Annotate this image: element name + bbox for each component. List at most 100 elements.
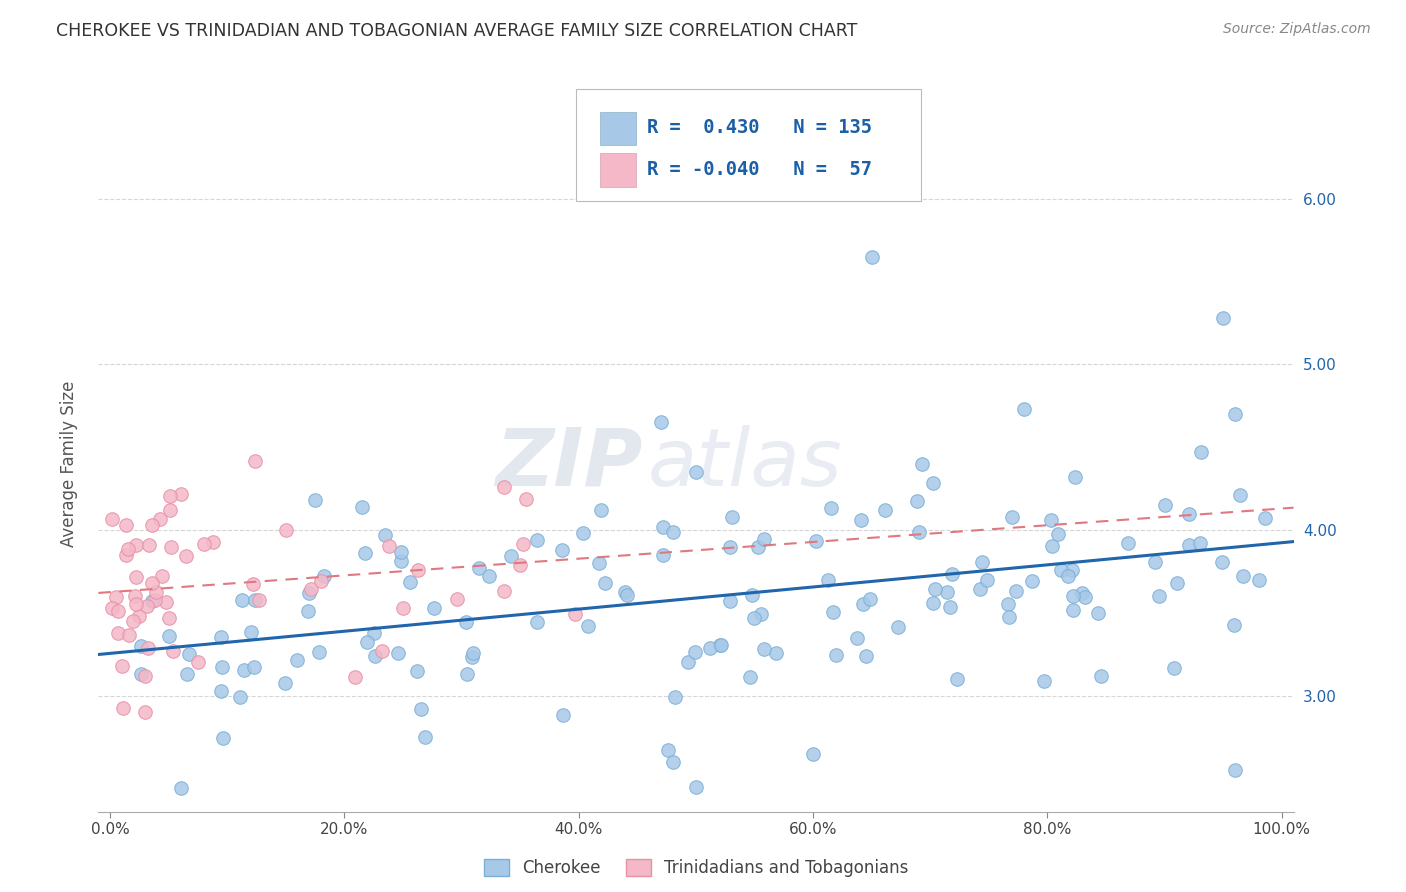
Point <box>741 588 763 602</box>
Point <box>145 584 167 599</box>
Point <box>170 487 193 501</box>
Point <box>941 566 963 581</box>
Point <box>297 604 319 618</box>
Point <box>1189 445 1212 459</box>
Point <box>526 615 548 629</box>
Point <box>155 594 177 608</box>
Point <box>157 611 180 625</box>
Point <box>134 705 156 719</box>
Point <box>1223 764 1246 778</box>
Point <box>911 457 934 471</box>
Point <box>1012 402 1035 417</box>
Point <box>138 538 160 552</box>
Point <box>399 574 422 589</box>
Point <box>718 594 741 608</box>
Point <box>754 532 776 546</box>
Point <box>157 629 180 643</box>
Point <box>1143 555 1166 569</box>
Point <box>378 539 401 553</box>
Text: R = -0.040   N =  57: R = -0.040 N = 57 <box>647 160 872 179</box>
Point <box>356 635 378 649</box>
Point <box>299 582 322 596</box>
Point <box>939 600 962 615</box>
Point <box>1223 407 1246 421</box>
Point <box>855 649 877 664</box>
Point <box>115 549 138 563</box>
Point <box>922 475 945 490</box>
Point <box>350 500 373 514</box>
Point <box>242 660 264 674</box>
Point <box>187 655 209 669</box>
Point <box>1249 573 1271 587</box>
Point <box>478 569 501 583</box>
Point <box>101 512 124 526</box>
Point <box>343 670 366 684</box>
Legend: Cherokee, Trinidadians and Tobagonians: Cherokee, Trinidadians and Tobagonians <box>477 852 915 883</box>
Point <box>117 542 139 557</box>
Point <box>107 603 129 617</box>
Point <box>1046 527 1069 541</box>
Text: Source: ZipAtlas.com: Source: ZipAtlas.com <box>1223 22 1371 37</box>
Point <box>709 638 731 652</box>
Point <box>229 690 252 705</box>
Point <box>211 660 233 674</box>
Point <box>664 690 686 705</box>
Point <box>231 592 253 607</box>
Point <box>1147 589 1170 603</box>
Point <box>685 465 707 479</box>
Point <box>363 625 385 640</box>
Text: atlas: atlas <box>648 425 844 503</box>
Point <box>738 670 761 684</box>
Point <box>274 675 297 690</box>
Point <box>1021 574 1043 589</box>
Point <box>593 576 616 591</box>
Point <box>846 631 869 645</box>
Point <box>374 528 396 542</box>
Point <box>509 558 531 572</box>
Point <box>564 607 586 621</box>
Point <box>160 540 183 554</box>
Point <box>387 646 409 660</box>
Point <box>128 609 150 624</box>
Point <box>1254 511 1277 525</box>
Point <box>936 585 959 599</box>
Point <box>652 520 675 534</box>
Point <box>852 598 875 612</box>
Point <box>526 533 548 547</box>
Y-axis label: Average Family Size: Average Family Size <box>59 381 77 547</box>
Point <box>492 480 515 494</box>
Point <box>651 548 673 562</box>
Point <box>111 701 134 715</box>
Point <box>588 556 610 570</box>
Point <box>1062 602 1084 616</box>
Point <box>174 549 197 564</box>
Point <box>312 568 335 582</box>
Point <box>997 610 1019 624</box>
Point <box>463 646 485 660</box>
Point <box>591 502 613 516</box>
Point <box>129 667 152 681</box>
Point <box>572 526 595 541</box>
Point <box>285 653 308 667</box>
Point <box>131 639 153 653</box>
Point <box>1153 498 1175 512</box>
Point <box>1116 535 1139 549</box>
Point <box>657 743 679 757</box>
Point <box>309 574 332 588</box>
Point <box>354 546 377 560</box>
Point <box>125 597 148 611</box>
Point <box>232 663 254 677</box>
Point <box>124 589 146 603</box>
Point <box>111 658 134 673</box>
Point <box>661 755 683 769</box>
Point <box>976 573 998 587</box>
Point <box>969 582 991 596</box>
Point <box>304 493 326 508</box>
Point <box>905 494 928 508</box>
Point <box>1062 589 1084 603</box>
Point <box>824 648 846 662</box>
Point <box>1071 586 1094 600</box>
Point <box>721 510 744 524</box>
Point <box>747 540 769 554</box>
Point <box>134 669 156 683</box>
